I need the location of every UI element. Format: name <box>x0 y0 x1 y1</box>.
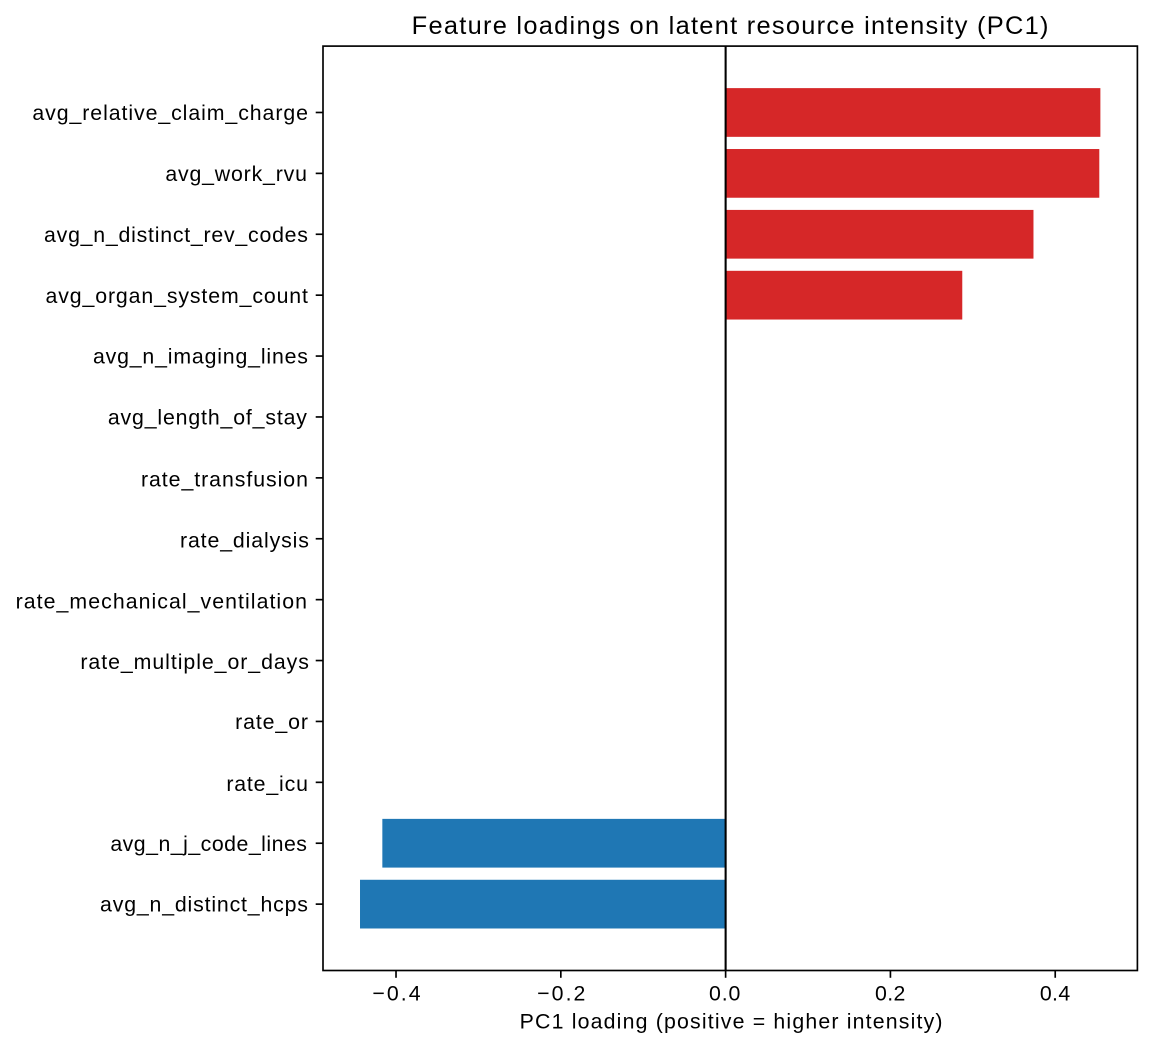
svg-text:0.2: 0.2 <box>875 981 906 1005</box>
svg-text:0.0: 0.0 <box>709 981 741 1005</box>
svg-text:rate_dialysis: rate_dialysis <box>180 528 310 552</box>
svg-text:−0.4: −0.4 <box>372 981 422 1005</box>
svg-text:avg_work_rvu: avg_work_rvu <box>165 162 307 186</box>
svg-text:rate_multiple_or_days: rate_multiple_or_days <box>80 650 310 674</box>
svg-text:−0.2: −0.2 <box>537 981 587 1005</box>
svg-text:avg_organ_system_count: avg_organ_system_count <box>46 284 309 308</box>
svg-text:avg_n_distinct_rev_codes: avg_n_distinct_rev_codes <box>44 223 309 247</box>
svg-text:PC1 loading (positive = higher: PC1 loading (positive = higher intensity… <box>520 1010 944 1034</box>
svg-text:avg_n_imaging_lines: avg_n_imaging_lines <box>93 345 309 369</box>
svg-text:rate_or: rate_or <box>235 710 309 734</box>
svg-text:avg_relative_claim_charge: avg_relative_claim_charge <box>32 101 308 125</box>
svg-text:avg_n_j_code_lines: avg_n_j_code_lines <box>110 832 307 856</box>
svg-text:avg_n_distinct_hcps: avg_n_distinct_hcps <box>100 893 309 917</box>
svg-text:Feature loadings on latent res: Feature loadings on latent resource inte… <box>412 12 1050 40</box>
svg-text:avg_length_of_stay: avg_length_of_stay <box>108 406 308 430</box>
svg-text:rate_transfusion: rate_transfusion <box>141 467 309 491</box>
svg-text:rate_mechanical_ventilation: rate_mechanical_ventilation <box>16 589 308 613</box>
svg-text:rate_icu: rate_icu <box>226 772 308 796</box>
svg-text:0.4: 0.4 <box>1040 981 1071 1005</box>
